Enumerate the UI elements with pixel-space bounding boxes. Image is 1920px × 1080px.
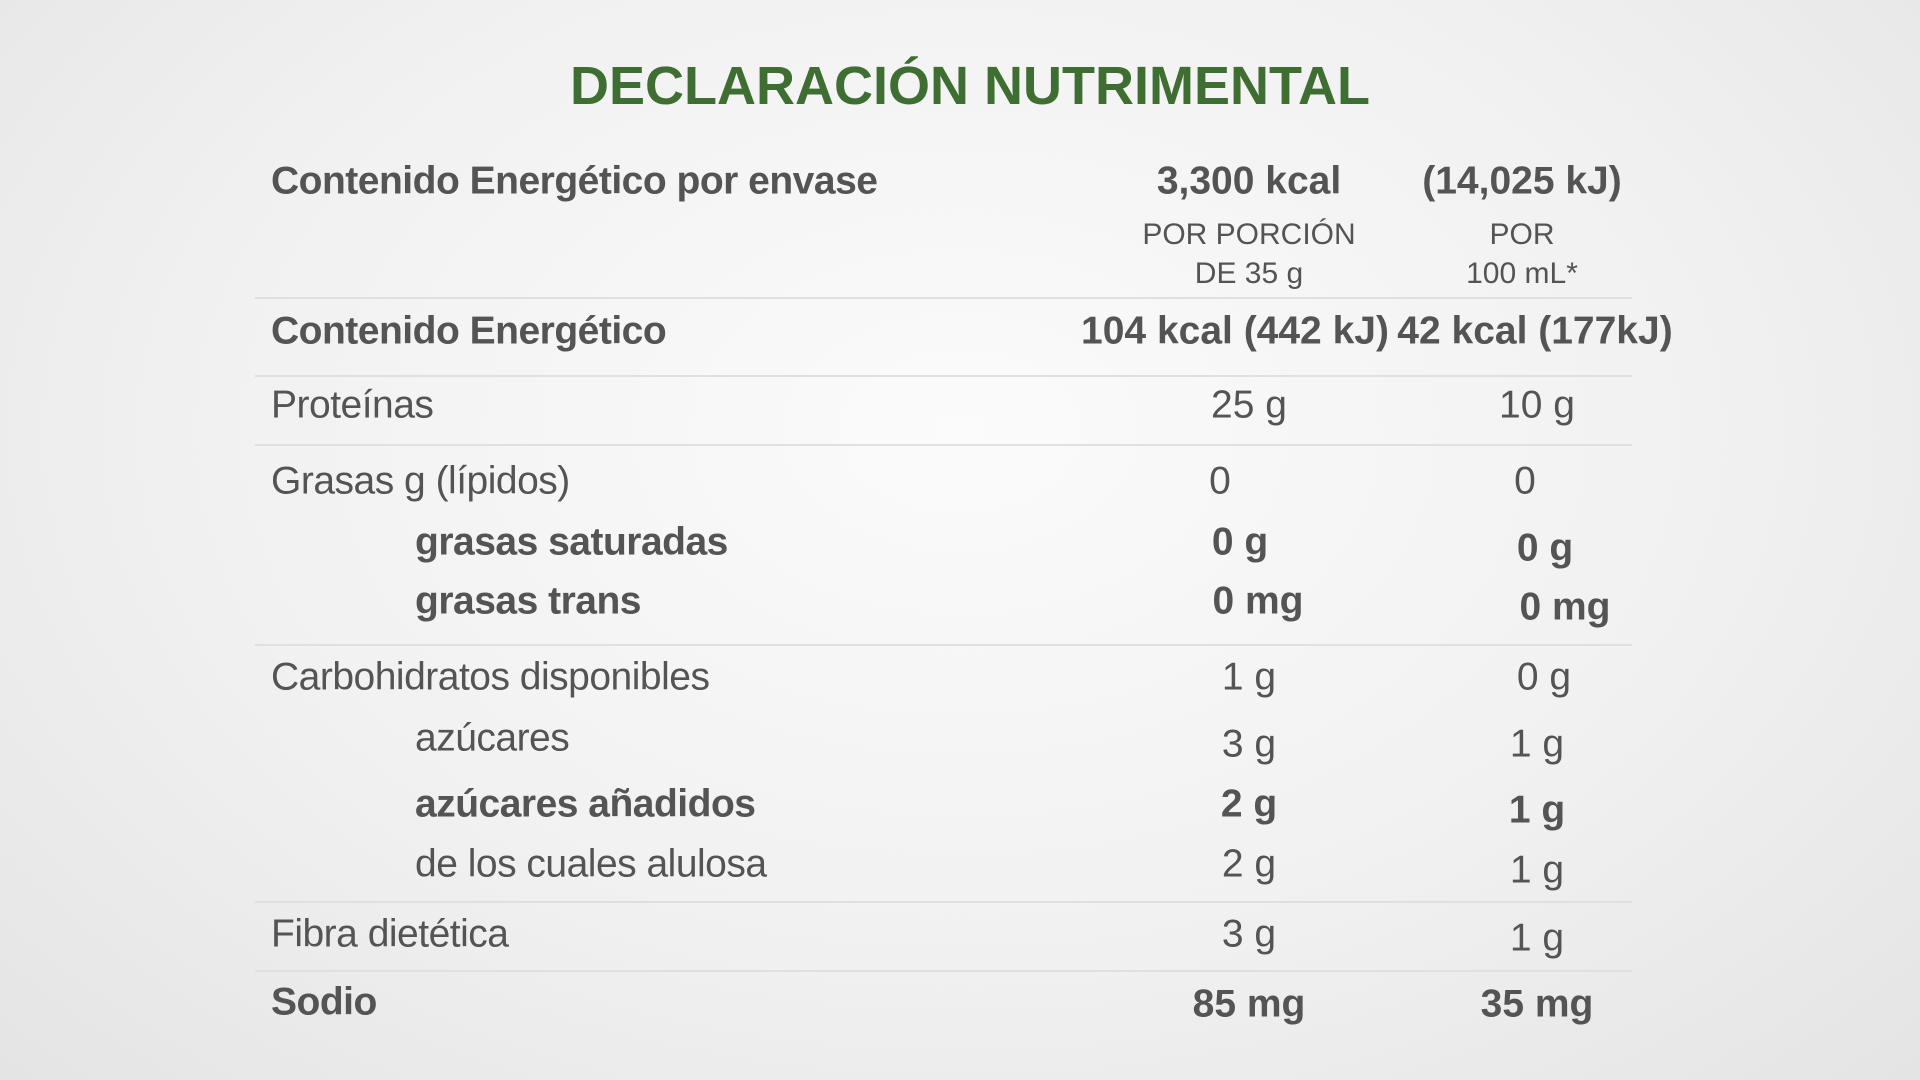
row-label-energy: Contenido Energético <box>271 309 667 353</box>
row-value-100ml: 10 g <box>1499 383 1575 427</box>
row-value-portion: 85 mg <box>1192 982 1306 1026</box>
row-value-portion: 0 mg <box>1212 579 1304 623</box>
row-value-portion: 1 g <box>1221 655 1277 699</box>
divider <box>255 644 1632 646</box>
row-value-100ml: 1 g <box>1508 788 1566 832</box>
row-value-portion: 0 g <box>1211 520 1269 564</box>
row-label-saturated-fat: grasas saturadas <box>415 520 728 564</box>
col2-header-line2: 100 mL* <box>1466 257 1578 290</box>
row-value-100ml: 42 kcal (177kJ) <box>1397 309 1673 353</box>
row-label-allulose: de los cuales alulosa <box>415 842 767 886</box>
row-value-100ml: 35 mg <box>1480 982 1594 1026</box>
row-value-portion: 2 g <box>1221 842 1277 886</box>
row-label-carbohydrates: Carbohidratos disponibles <box>271 655 710 699</box>
row-value-portion: 104 kcal (442 kJ) <box>1081 309 1389 353</box>
row-value-100ml: 1 g <box>1509 722 1565 766</box>
divider <box>255 297 1632 299</box>
row-label-protein: Proteínas <box>271 383 434 427</box>
divider <box>255 901 1632 903</box>
row-value-100ml: 0 <box>1514 459 1536 503</box>
row-value-portion: 2 g <box>1220 782 1278 826</box>
row-value-portion: 0 <box>1209 459 1231 503</box>
row-value-portion: 25 g <box>1211 383 1287 427</box>
row-value-100ml: 0 g <box>1516 526 1574 570</box>
row-value-100ml: 1 g <box>1509 848 1565 892</box>
row-label-fat: Grasas g (lípidos) <box>271 459 570 503</box>
row-value-portion: 3 g <box>1221 912 1277 956</box>
row-label-fiber: Fibra dietética <box>271 912 509 956</box>
header-kcal: 3,300 kcal <box>1156 159 1342 203</box>
divider <box>255 375 1632 377</box>
row-value-100ml: 0 g <box>1516 655 1572 699</box>
col2-header-line1: POR <box>1489 218 1555 251</box>
page-title: DECLARACIÓN NUTRIMENTAL <box>570 56 1370 116</box>
row-value-portion: 3 g <box>1221 722 1277 766</box>
row-value-100ml: 0 mg <box>1519 585 1611 629</box>
row-value-100ml: 1 g <box>1509 916 1565 960</box>
divider <box>255 444 1632 446</box>
row-label-trans-fat: grasas trans <box>415 579 641 623</box>
header-kj: (14,025 kJ) <box>1422 159 1622 203</box>
row-label-sugars: azúcares <box>415 716 570 760</box>
divider <box>255 970 1632 972</box>
col1-header-line2: DE 35 g <box>1194 257 1304 290</box>
header-label: Contenido Energético por envase <box>271 159 878 203</box>
row-label-sodium: Sodio <box>271 980 377 1024</box>
row-label-added-sugars: azúcares añadidos <box>415 782 756 826</box>
col1-header-line1: POR PORCIÓN <box>1142 218 1356 251</box>
